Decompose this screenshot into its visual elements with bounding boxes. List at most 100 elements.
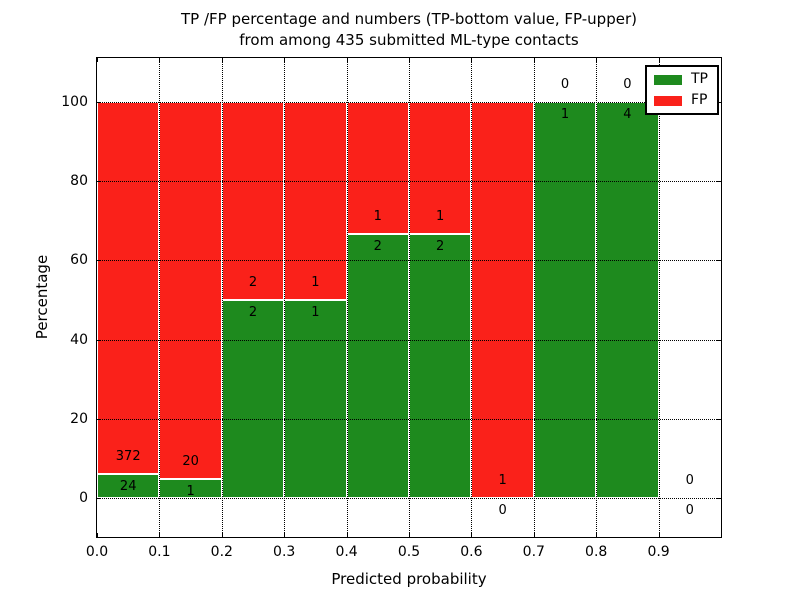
x-tick-bottom <box>409 533 410 537</box>
bar-segment-tp <box>409 234 472 499</box>
y-tick-right <box>717 181 721 183</box>
x-tick-bottom <box>721 533 722 537</box>
tp-legend-swatch <box>654 74 682 85</box>
y-tick-left <box>97 498 101 500</box>
y-tick-label: 20 <box>70 410 88 427</box>
y-tick-left <box>97 339 101 341</box>
tp-count-label: 0 <box>498 503 507 519</box>
x-tick-label: 0.6 <box>460 544 483 560</box>
chart-title-line1: TP /FP percentage and numbers (TP-bottom… <box>181 10 637 28</box>
x-tick-bottom <box>658 533 660 537</box>
legend: TP FP <box>645 65 719 115</box>
tp-count-label: 2 <box>248 305 258 321</box>
gridline-vertical <box>346 58 348 537</box>
bar-segment-tp <box>221 300 285 499</box>
fp-count-label: 0 <box>560 76 570 92</box>
x-axis-label: Predicted probability <box>331 570 487 588</box>
fp-legend-swatch <box>654 95 682 106</box>
tp-count-label: 2 <box>436 239 445 255</box>
x-tick-bottom <box>471 533 473 537</box>
fp-count-label: 0 <box>623 76 632 92</box>
bar-segment-fp <box>159 101 222 480</box>
x-tick-top <box>97 58 98 62</box>
fp-count-label: 20 <box>182 453 199 469</box>
y-tick-label: 40 <box>70 331 88 348</box>
legend-item-tp: TP <box>654 72 708 87</box>
tp-count-label: 0 <box>685 503 694 519</box>
fp-count-label: 1 <box>311 274 320 290</box>
plot-area: 372 24 20 1 2 2 1 1 1 2 1 2 1 0 0 1 0 4 0 0 <box>96 57 722 538</box>
y-tick-right <box>717 418 721 420</box>
fp-count-label: 1 <box>498 472 507 488</box>
x-tick-top <box>471 58 473 62</box>
bar-segment-tp <box>533 101 597 499</box>
y-tick-right <box>717 260 721 262</box>
x-tick-top <box>346 58 348 62</box>
x-tick-bottom <box>97 533 98 537</box>
tp-count-label: 4 <box>623 107 632 123</box>
tp-count-label: 1 <box>311 305 320 321</box>
x-tick-top <box>721 58 722 62</box>
gridline-vertical <box>533 58 535 537</box>
fp-count-label: 1 <box>436 208 445 224</box>
x-tick-bottom <box>533 533 535 537</box>
fp-count-label: 0 <box>685 472 694 488</box>
x-tick-label: 0.7 <box>522 544 545 560</box>
x-tick-top <box>658 58 660 62</box>
bar-segment-fp <box>284 101 347 301</box>
tp-count-label: 1 <box>560 107 570 123</box>
legend-item-fp: FP <box>654 93 708 108</box>
x-tick-bottom <box>284 533 286 537</box>
bar-segment-tp <box>97 474 160 499</box>
gridline-vertical <box>221 58 223 537</box>
y-tick-right <box>717 498 721 500</box>
fp-count-label: 2 <box>248 274 258 290</box>
x-tick-label: 0.1 <box>148 544 171 560</box>
y-tick-left <box>97 181 101 183</box>
y-tick-right <box>717 339 721 341</box>
x-tick-top <box>159 58 161 62</box>
tp-count-label: 2 <box>373 239 382 255</box>
x-tick-top <box>533 58 535 62</box>
y-tick-label: 80 <box>70 173 88 190</box>
fp-count-label: 372 <box>115 448 141 464</box>
x-tick-bottom <box>221 533 223 537</box>
tp-count-label: 1 <box>186 484 195 500</box>
bar-segment-fp <box>471 101 534 499</box>
gridline-vertical <box>471 58 473 537</box>
bar-segment-fp <box>97 101 160 475</box>
x-tick-label: 0.2 <box>210 544 233 560</box>
x-tick-label: 0.3 <box>273 544 296 560</box>
gridline-vertical <box>409 58 410 537</box>
bar-segment-tp <box>284 300 347 499</box>
y-tick-left <box>97 101 101 103</box>
bar-segment-tp <box>596 101 659 499</box>
tp-legend-label: TP <box>691 71 708 87</box>
gridline-vertical <box>284 58 286 537</box>
x-tick-label: 0.0 <box>85 544 109 560</box>
x-tick-label: 0.4 <box>335 544 358 560</box>
y-tick-label: 0 <box>79 490 88 507</box>
gridline-vertical <box>159 58 161 537</box>
x-tick-top <box>596 58 598 62</box>
y-tick-label: 60 <box>70 252 88 269</box>
bar-segment-tp <box>346 234 409 499</box>
bar-segment-fp <box>221 101 285 301</box>
x-tick-top <box>409 58 410 62</box>
y-tick-label: 100 <box>61 93 88 110</box>
x-tick-top <box>221 58 223 62</box>
x-tick-label: 0.5 <box>397 544 421 560</box>
gridline-vertical <box>658 58 660 537</box>
bar-segment-fp <box>346 101 409 235</box>
x-tick-bottom <box>346 533 348 537</box>
fp-count-label: 1 <box>373 208 382 224</box>
fp-legend-label: FP <box>691 92 708 108</box>
x-tick-label: 0.9 <box>647 544 670 560</box>
y-tick-left <box>97 418 101 420</box>
y-tick-left <box>97 260 101 262</box>
x-tick-bottom <box>596 533 598 537</box>
chart-title-line2: from among 435 submitted ML-type contact… <box>239 31 579 49</box>
tp-count-label: 24 <box>119 479 137 495</box>
y-tick-right <box>717 101 721 103</box>
